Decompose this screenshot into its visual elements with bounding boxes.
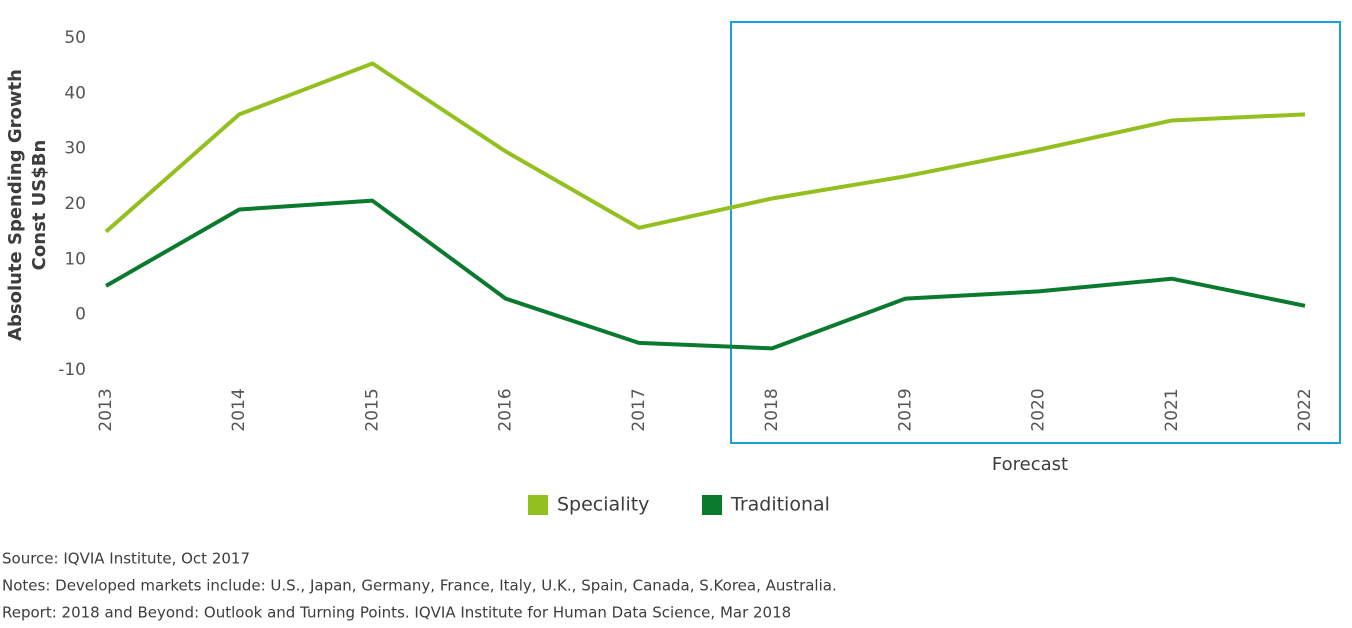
legend-label: Speciality xyxy=(557,494,649,516)
forecast-box xyxy=(730,21,1341,444)
forecast-label: Forecast xyxy=(992,454,1068,475)
y-axis-label: Absolute Spending Growth xyxy=(5,69,26,341)
x-tick-label: 2015 xyxy=(362,388,382,431)
x-tick-label: 2017 xyxy=(629,388,649,431)
x-tick-label: 2022 xyxy=(1295,388,1315,431)
footnote: Notes: Developed markets include: U.S., … xyxy=(2,577,837,595)
y-axis-label: Const US$Bn xyxy=(29,140,50,271)
footnote: Source: IQVIA Institute, Oct 2017 xyxy=(2,550,250,568)
y-tick-label: 30 xyxy=(64,139,86,159)
series-line xyxy=(105,198,1306,351)
y-tick-label: 40 xyxy=(64,83,86,103)
x-tick-label: 2018 xyxy=(762,388,782,431)
legend-swatch xyxy=(702,495,722,515)
x-tick-label: 2014 xyxy=(229,388,249,431)
y-tick-label: 0 xyxy=(75,305,86,325)
x-tick-label: 2016 xyxy=(496,388,516,431)
legend-label: Traditional xyxy=(730,494,830,516)
y-tick-label: 20 xyxy=(64,194,86,214)
legend-swatch xyxy=(528,495,548,515)
y-tick-label: 10 xyxy=(64,249,86,269)
x-tick-label: 2019 xyxy=(895,388,915,431)
y-tick-label: 50 xyxy=(64,28,86,48)
x-tick-label: 2021 xyxy=(1162,388,1182,431)
y-tick-label: -10 xyxy=(58,360,86,380)
x-tick-label: 2013 xyxy=(96,388,116,431)
footnote: Report: 2018 and Beyond: Outlook and Tur… xyxy=(2,604,791,622)
x-tick-label: 2020 xyxy=(1029,388,1049,431)
series-line xyxy=(104,61,1306,234)
